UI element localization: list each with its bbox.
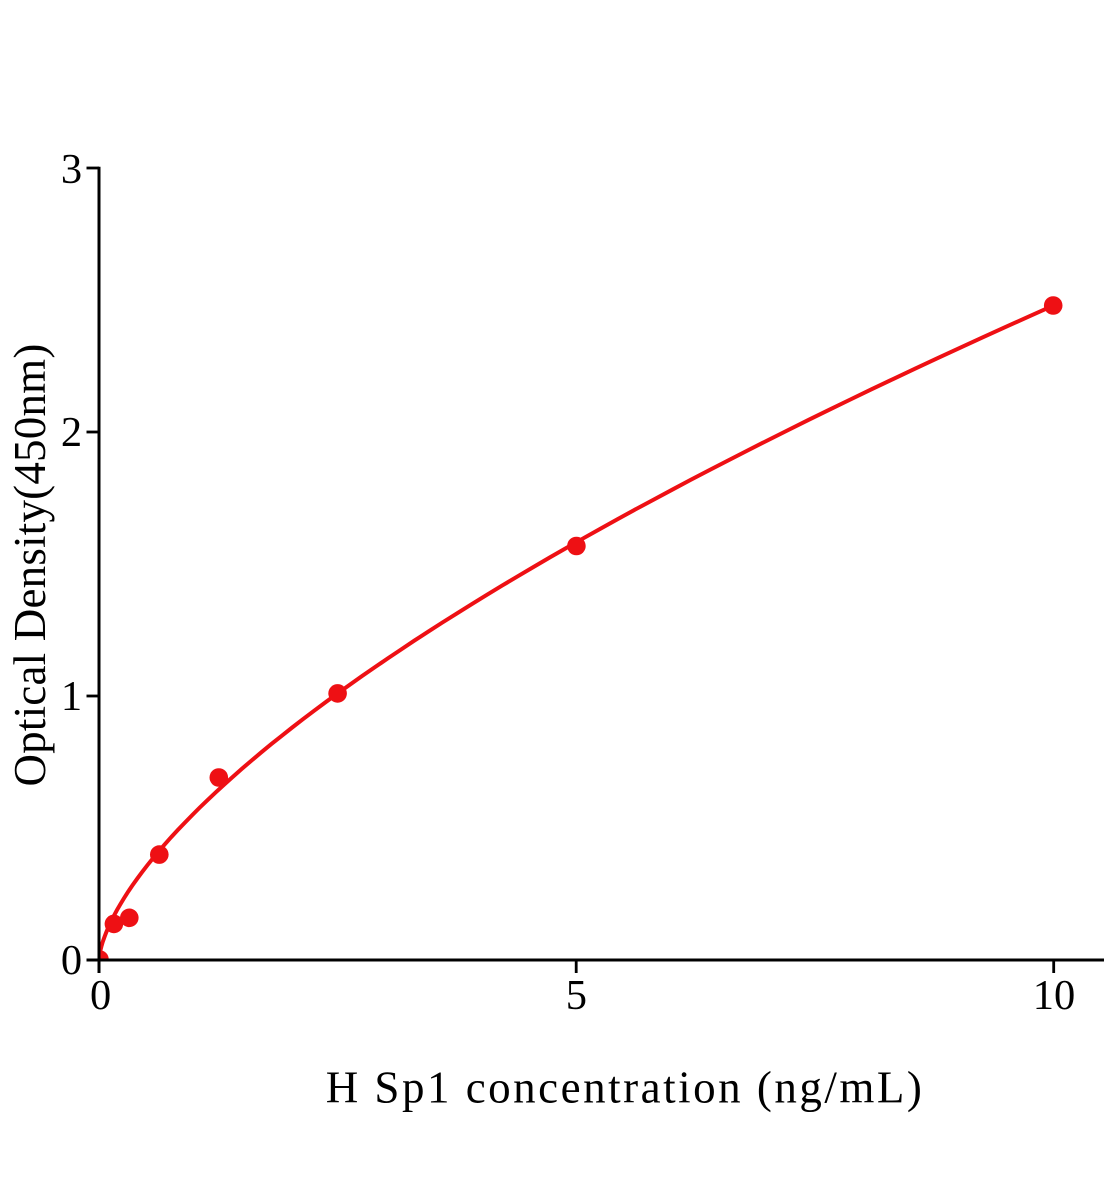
svg-text:0: 0 xyxy=(90,972,111,1019)
svg-text:H Sp1 concentration (ng/mL): H Sp1 concentration (ng/mL) xyxy=(326,1063,925,1113)
svg-text:2: 2 xyxy=(61,409,82,456)
svg-text:0: 0 xyxy=(61,937,82,984)
svg-text:1: 1 xyxy=(61,673,82,720)
svg-text:10: 10 xyxy=(1033,972,1076,1019)
svg-text:5: 5 xyxy=(566,972,587,1019)
svg-text:3: 3 xyxy=(61,146,82,193)
svg-text:Optical Density(450nm): Optical Density(450nm) xyxy=(5,343,55,786)
